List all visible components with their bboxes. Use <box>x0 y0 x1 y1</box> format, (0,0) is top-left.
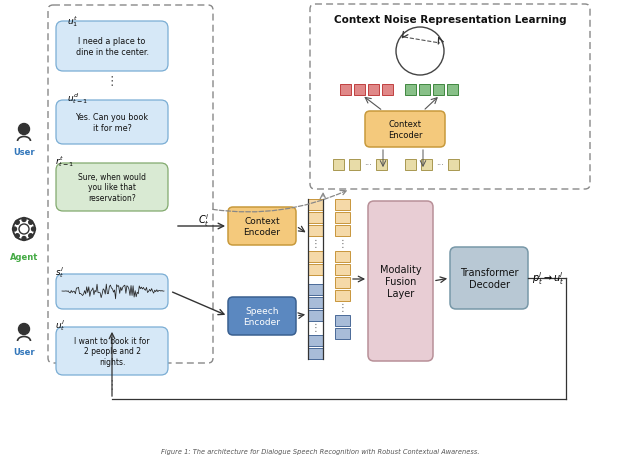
Bar <box>308 264 323 275</box>
Text: ⋮: ⋮ <box>310 239 321 248</box>
Text: $u_t^l$: $u_t^l$ <box>55 317 65 332</box>
Bar <box>421 160 432 171</box>
Bar <box>405 85 416 96</box>
FancyBboxPatch shape <box>228 207 296 246</box>
Circle shape <box>22 237 26 241</box>
Circle shape <box>15 234 19 238</box>
Bar <box>308 348 323 359</box>
Bar <box>433 85 444 96</box>
Circle shape <box>13 228 17 231</box>
Text: Yes. Can you book
it for me?: Yes. Can you book it for me? <box>76 113 148 132</box>
Text: Agent: Agent <box>10 252 38 262</box>
Text: User: User <box>13 148 35 157</box>
Bar <box>308 310 323 321</box>
FancyBboxPatch shape <box>56 164 168 212</box>
Bar <box>335 277 350 288</box>
Text: ⋮: ⋮ <box>338 239 348 248</box>
Text: ⋮: ⋮ <box>338 302 348 312</box>
Text: Speech
Encoder: Speech Encoder <box>243 307 280 326</box>
Text: Context
Encoder: Context Encoder <box>388 120 422 140</box>
Text: Sure, when would
you like that
reservation?: Sure, when would you like that reservati… <box>78 173 146 202</box>
Bar <box>405 160 416 171</box>
Circle shape <box>31 228 35 231</box>
FancyBboxPatch shape <box>56 22 168 72</box>
Bar <box>308 297 323 308</box>
Bar <box>308 335 323 346</box>
Bar <box>448 160 459 171</box>
Text: $p_t^l \rightarrow u_t^l$: $p_t^l \rightarrow u_t^l$ <box>532 270 564 287</box>
Bar <box>308 285 323 295</box>
Bar <box>376 160 387 171</box>
Text: User: User <box>13 347 35 356</box>
Circle shape <box>29 234 33 238</box>
Text: $r_{t-1}^t$: $r_{t-1}^t$ <box>55 154 74 168</box>
Circle shape <box>29 221 33 225</box>
Text: $s_t^l$: $s_t^l$ <box>55 264 65 280</box>
Bar <box>335 315 350 326</box>
FancyBboxPatch shape <box>56 327 168 375</box>
Bar <box>340 85 351 96</box>
Bar <box>308 225 323 236</box>
Bar <box>335 200 350 211</box>
Bar <box>335 328 350 339</box>
Text: Figure 1: The architecture for Dialogue Speech Recognition with Robust Contextua: Figure 1: The architecture for Dialogue … <box>161 448 479 454</box>
Text: I want to book it for
2 people and 2
nights.: I want to book it for 2 people and 2 nig… <box>74 336 150 366</box>
Text: ···: ··· <box>364 161 372 170</box>
Bar <box>335 252 350 263</box>
Text: $u_{t-1}^d$: $u_{t-1}^d$ <box>67 91 88 106</box>
Text: ···: ··· <box>436 161 444 170</box>
Bar <box>419 85 430 96</box>
Bar <box>333 160 344 171</box>
FancyBboxPatch shape <box>56 274 168 309</box>
Circle shape <box>22 218 26 222</box>
Bar <box>382 85 393 96</box>
Bar <box>308 213 323 224</box>
FancyBboxPatch shape <box>228 297 296 335</box>
Bar <box>354 85 365 96</box>
Text: I need a place to
dine in the center.: I need a place to dine in the center. <box>76 37 148 56</box>
Text: $u_1^t$: $u_1^t$ <box>67 14 78 29</box>
Bar <box>335 291 350 302</box>
Text: Context
Encoder: Context Encoder <box>243 217 280 236</box>
Text: $C_t^i$: $C_t^i$ <box>198 212 210 229</box>
Circle shape <box>19 124 29 135</box>
Bar <box>447 85 458 96</box>
Bar <box>308 200 323 211</box>
Circle shape <box>15 221 19 225</box>
FancyBboxPatch shape <box>56 101 168 145</box>
Text: ⋮: ⋮ <box>310 322 321 332</box>
Text: ⋮: ⋮ <box>106 75 118 88</box>
Text: Transformer
Decoder: Transformer Decoder <box>460 268 518 289</box>
Text: Context Noise Representation Learning: Context Noise Representation Learning <box>333 15 566 25</box>
Text: Modality
Fusion
Layer: Modality Fusion Layer <box>380 265 421 298</box>
Bar <box>368 85 379 96</box>
FancyBboxPatch shape <box>365 112 445 148</box>
FancyBboxPatch shape <box>368 202 433 361</box>
Text: ⋮: ⋮ <box>106 379 118 392</box>
Bar <box>335 264 350 275</box>
Bar <box>335 213 350 224</box>
FancyBboxPatch shape <box>450 247 528 309</box>
Bar <box>349 160 360 171</box>
Circle shape <box>19 324 29 335</box>
Bar <box>335 225 350 236</box>
Bar <box>308 252 323 263</box>
